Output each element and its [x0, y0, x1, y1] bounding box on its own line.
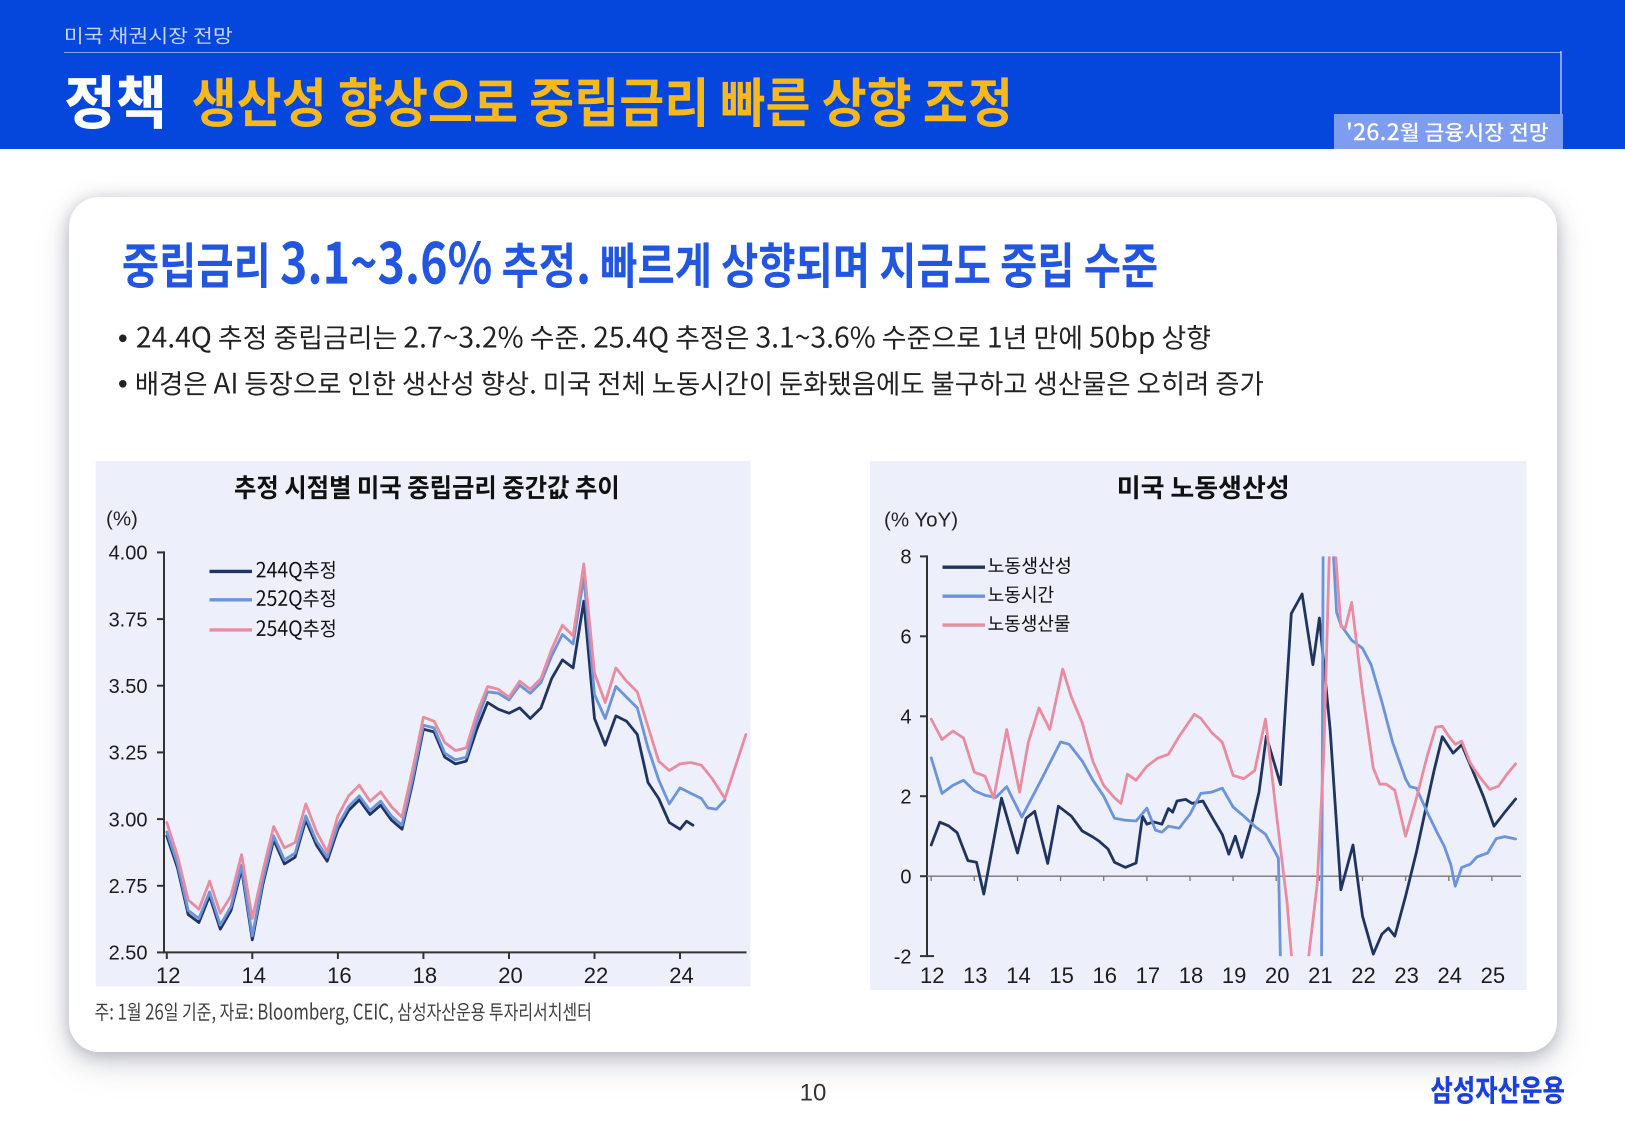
svg-text:24: 24 — [669, 963, 693, 988]
svg-text:17: 17 — [1136, 963, 1160, 988]
svg-text:24: 24 — [1438, 963, 1462, 988]
svg-text:19: 19 — [1222, 963, 1246, 988]
svg-text:20: 20 — [498, 963, 522, 988]
svg-text:-2: -2 — [894, 946, 912, 968]
svg-text:14: 14 — [1006, 963, 1030, 988]
svg-text:8: 8 — [900, 547, 911, 569]
svg-text:0: 0 — [900, 866, 911, 888]
svg-text:4.00: 4.00 — [109, 543, 148, 565]
svg-text:18: 18 — [1179, 963, 1203, 988]
svg-text:13: 13 — [963, 963, 987, 988]
svg-text:2: 2 — [900, 786, 911, 808]
svg-text:12: 12 — [920, 963, 944, 988]
svg-text:3.75: 3.75 — [109, 609, 148, 631]
svg-text:(%): (%) — [106, 508, 138, 531]
svg-text:22: 22 — [1351, 963, 1375, 988]
svg-text:3.50: 3.50 — [109, 676, 148, 698]
svg-text:25: 25 — [1481, 963, 1505, 988]
svg-text:21: 21 — [1308, 963, 1332, 988]
svg-text:18: 18 — [413, 963, 437, 988]
svg-text:22: 22 — [584, 963, 608, 988]
svg-text:2.75: 2.75 — [109, 876, 148, 898]
svg-text:23: 23 — [1394, 963, 1418, 988]
svg-text:4: 4 — [900, 707, 911, 729]
svg-text:3.25: 3.25 — [109, 743, 148, 765]
svg-text:6: 6 — [900, 627, 911, 649]
svg-text:3.00: 3.00 — [109, 809, 148, 831]
svg-text:15: 15 — [1049, 963, 1073, 988]
svg-text:14: 14 — [242, 963, 266, 988]
svg-text:16: 16 — [1092, 963, 1116, 988]
svg-text:2.50: 2.50 — [109, 943, 148, 965]
svg-text:(% YoY): (% YoY) — [884, 509, 958, 532]
svg-text:12: 12 — [156, 963, 180, 988]
svg-text:10: 10 — [800, 1080, 827, 1107]
svg-text:16: 16 — [327, 963, 351, 988]
svg-text:20: 20 — [1265, 963, 1289, 988]
